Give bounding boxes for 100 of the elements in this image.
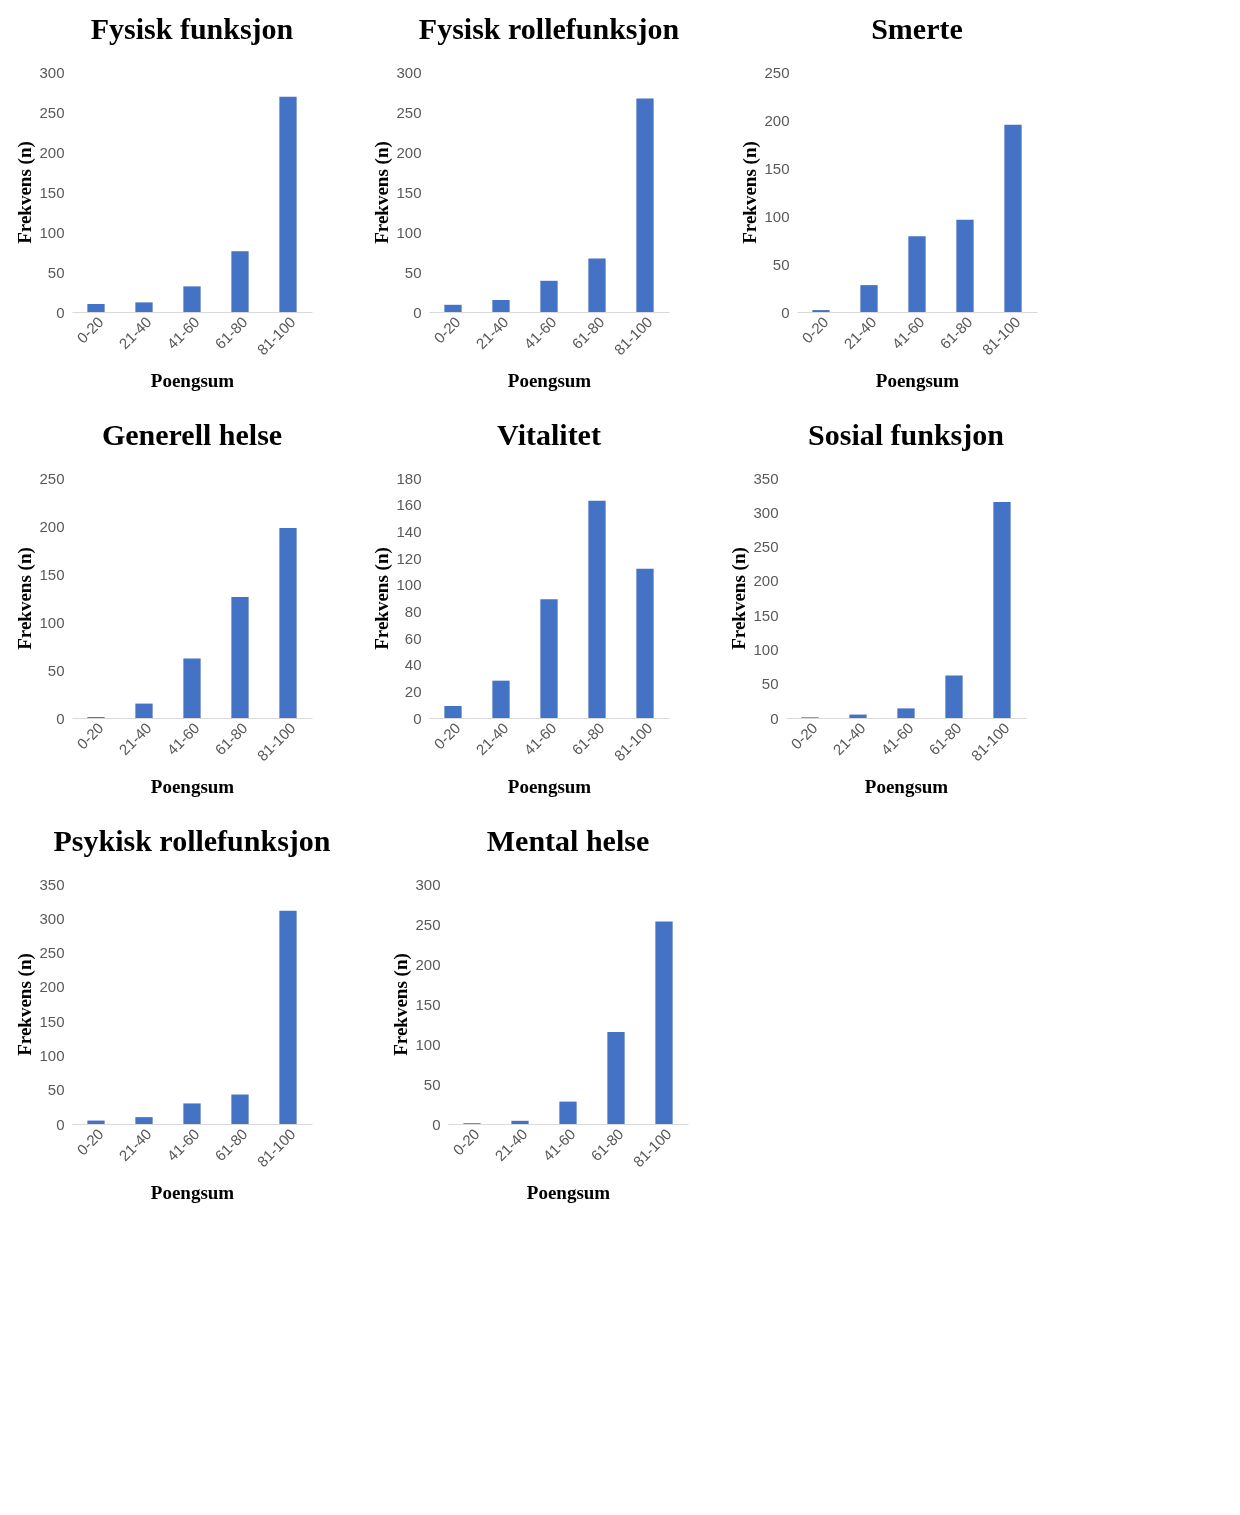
y-tick-label: 80	[404, 602, 422, 620]
bar	[231, 251, 249, 312]
bar	[511, 1120, 529, 1124]
y-tick-label: 200	[396, 143, 422, 161]
bar	[279, 527, 297, 718]
bar	[588, 500, 606, 718]
x-axis-title: Poengsum	[150, 1182, 235, 1204]
y-tick-label: 200	[39, 143, 65, 161]
y-tick-label: 200	[753, 572, 779, 590]
y-tick-label: 100	[39, 613, 65, 631]
y-tick-label: 0	[56, 709, 65, 727]
bar	[607, 1032, 625, 1124]
y-axis-title: Frekvens (n)	[390, 953, 413, 1056]
x-axis-title: Poengsum	[150, 776, 235, 798]
y-tick-label: 100	[415, 1035, 441, 1053]
bar	[956, 219, 974, 312]
y-tick-label: 350	[753, 469, 779, 487]
chart-title: Sosial funksjon	[808, 418, 1005, 451]
bar	[183, 1103, 201, 1124]
y-tick-label: 140	[396, 522, 422, 540]
bar	[1004, 124, 1022, 312]
y-tick-label: 250	[753, 538, 779, 556]
chart-title: Vitalitet	[497, 418, 601, 451]
bar	[993, 502, 1011, 718]
bar	[492, 300, 510, 312]
y-tick-label: 250	[764, 63, 790, 81]
bar	[588, 258, 606, 312]
y-tick-label: 100	[39, 223, 65, 241]
bar	[279, 96, 297, 312]
bar	[231, 597, 249, 718]
bar	[87, 304, 105, 312]
x-axis-title: Poengsum	[875, 370, 960, 392]
y-tick-label: 150	[39, 183, 65, 201]
bar	[636, 568, 654, 718]
chart-title: Fysisk rollefunksjon	[418, 12, 680, 45]
y-tick-label: 300	[396, 63, 422, 81]
y-tick-label: 150	[396, 183, 422, 201]
chart-title: Fysisk funksjon	[90, 12, 294, 45]
bar	[183, 658, 201, 718]
y-tick-label: 200	[415, 955, 441, 973]
y-axis-title: Frekvens (n)	[14, 141, 37, 244]
y-tick-label: 200	[39, 517, 65, 535]
y-tick-label: 50	[772, 255, 790, 273]
y-axis-title: Frekvens (n)	[371, 547, 394, 650]
y-tick-label: 160	[396, 496, 422, 514]
y-tick-label: 50	[47, 263, 65, 281]
bar	[444, 706, 462, 718]
y-axis-title: Frekvens (n)	[14, 547, 37, 650]
bar	[849, 714, 867, 718]
y-tick-label: 50	[404, 263, 422, 281]
y-tick-label: 60	[404, 629, 422, 647]
y-tick-label: 0	[56, 303, 65, 321]
x-axis-title: Poengsum	[526, 1182, 611, 1204]
bar	[559, 1101, 577, 1124]
bar	[860, 285, 878, 312]
bar	[135, 703, 153, 718]
y-tick-label: 150	[39, 1012, 65, 1030]
chart-title: Smerte	[871, 12, 963, 45]
y-tick-label: 20	[404, 682, 422, 700]
x-axis-title: Poengsum	[507, 776, 592, 798]
y-tick-label: 0	[781, 303, 790, 321]
y-tick-label: 200	[39, 978, 65, 996]
y-tick-label: 40	[404, 656, 422, 674]
bar	[636, 98, 654, 312]
y-tick-label: 250	[39, 944, 65, 962]
y-tick-label: 300	[39, 909, 65, 927]
bar	[655, 921, 673, 1124]
y-tick-label: 120	[396, 549, 422, 567]
x-axis-title: Poengsum	[864, 776, 949, 798]
y-tick-label: 150	[415, 995, 441, 1013]
y-tick-label: 250	[415, 915, 441, 933]
y-tick-label: 180	[396, 469, 422, 487]
bar	[492, 680, 510, 718]
chart-title: Psykisk rollefunksjon	[53, 824, 331, 857]
y-tick-label: 300	[415, 875, 441, 893]
y-tick-label: 0	[413, 709, 422, 727]
y-tick-label: 100	[764, 207, 790, 225]
y-tick-label: 50	[47, 661, 65, 679]
bar	[135, 302, 153, 312]
y-tick-label: 0	[413, 303, 422, 321]
bar	[945, 675, 963, 718]
bar	[897, 708, 915, 718]
y-axis-title: Frekvens (n)	[371, 141, 394, 244]
y-tick-label: 150	[764, 159, 790, 177]
y-tick-label: 350	[39, 875, 65, 893]
y-tick-label: 50	[47, 1081, 65, 1099]
bar	[279, 910, 297, 1124]
y-tick-label: 250	[396, 103, 422, 121]
y-tick-label: 300	[39, 63, 65, 81]
y-tick-label: 50	[761, 675, 779, 693]
bar	[540, 599, 558, 718]
y-tick-label: 300	[753, 503, 779, 521]
x-axis-title: Poengsum	[507, 370, 592, 392]
chart-title: Mental helse	[486, 824, 650, 857]
y-tick-label: 200	[764, 111, 790, 129]
y-tick-label: 0	[432, 1115, 441, 1133]
y-tick-label: 250	[39, 103, 65, 121]
bar	[444, 304, 462, 312]
bar	[540, 280, 558, 312]
bar	[87, 1120, 105, 1124]
